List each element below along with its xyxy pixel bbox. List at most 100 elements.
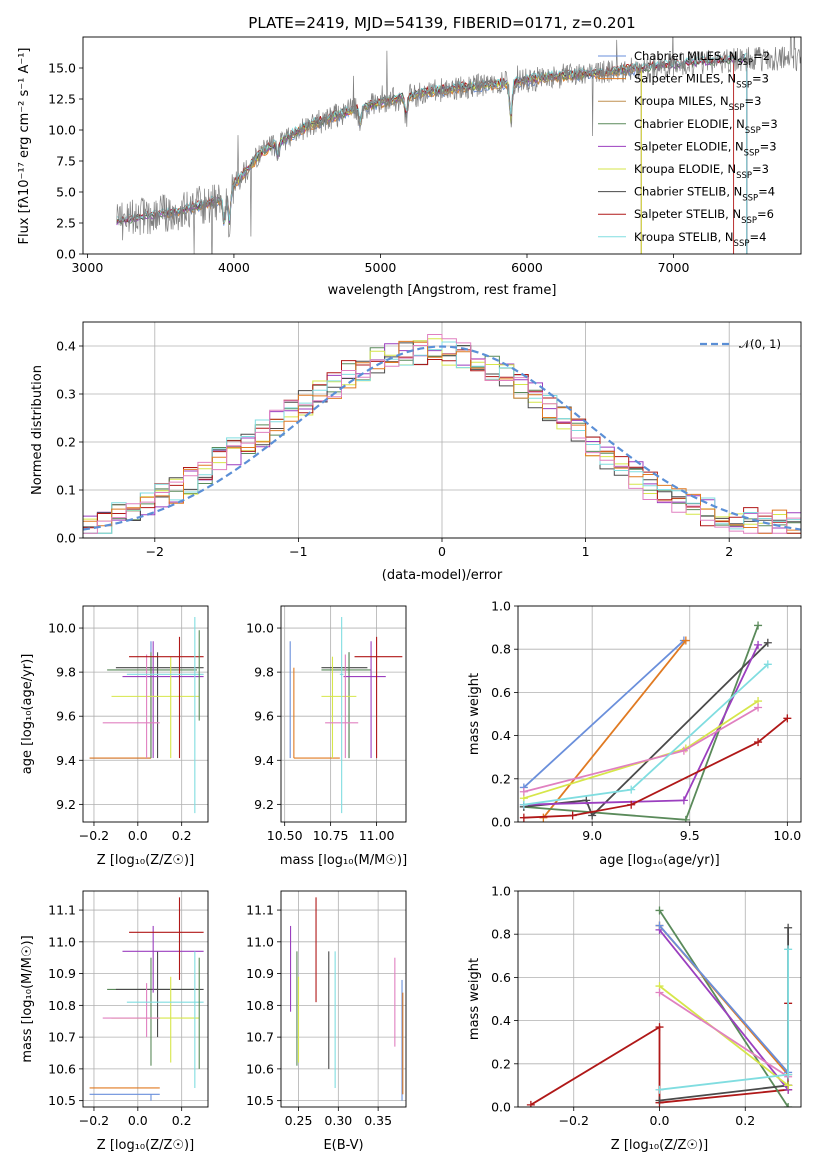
plot-area-age_vs_Z bbox=[89, 617, 204, 814]
y-tick-label: 11.1 bbox=[246, 903, 274, 918]
legend-label: Kroupa ELODIE, NSSP=3 bbox=[634, 162, 769, 181]
x-axis-label: E(B-V) bbox=[323, 1138, 363, 1153]
legend-label: Salpeter ELODIE, NSSP=3 bbox=[634, 139, 777, 158]
y-tick-label: 0.3 bbox=[56, 387, 76, 402]
x-axis-label: Z [log₁₀(Z/Z☉)] bbox=[611, 1138, 708, 1153]
y-tick-label: 10.7 bbox=[246, 1030, 274, 1045]
x-tick-label: 0.2 bbox=[172, 828, 192, 843]
y-tick-label: 1.0 bbox=[491, 599, 511, 614]
x-tick-label: 0.0 bbox=[650, 1113, 670, 1128]
y-tick-label: 0.0 bbox=[56, 531, 76, 546]
y-tick-label: 2.5 bbox=[56, 216, 76, 231]
legend-label: 𝒩(0, 1) bbox=[739, 337, 781, 351]
y-tick-label: 10.8 bbox=[48, 998, 76, 1013]
weight-marker bbox=[679, 796, 688, 805]
plot-area-weight_vs_age bbox=[519, 621, 792, 822]
x-tick-label: 0.0 bbox=[128, 1113, 148, 1128]
x-tick-label: 0 bbox=[438, 544, 446, 559]
y-tick-label: 10.7 bbox=[48, 1030, 76, 1045]
x-tick-label: −0.2 bbox=[79, 828, 109, 843]
y-tick-label: 11.1 bbox=[48, 903, 76, 918]
x-tick-label: −0.2 bbox=[79, 1113, 109, 1128]
x-tick-label: 10.50 bbox=[267, 828, 303, 843]
legend-label: Salpeter MILES, NSSP=3 bbox=[634, 72, 769, 91]
axes-frame bbox=[280, 890, 407, 1108]
y-tick-label: 0.4 bbox=[491, 728, 511, 743]
weight-marker bbox=[681, 815, 690, 822]
x-tick-label: 5000 bbox=[365, 260, 397, 275]
weight-marker bbox=[655, 921, 664, 930]
axes-frame bbox=[517, 605, 802, 823]
plot-area-age_vs_mass bbox=[289, 617, 403, 814]
histogram-step bbox=[83, 334, 801, 534]
x-tick-label: 0.25 bbox=[285, 1113, 313, 1128]
plot-area-mass_vs_EBV bbox=[290, 897, 404, 1101]
weight-marker bbox=[679, 746, 688, 755]
y-tick-label: 9.6 bbox=[56, 709, 76, 724]
x-axis-label: mass [log₁₀(M/M☉)] bbox=[280, 853, 407, 868]
y-tick-label: 0.8 bbox=[491, 642, 511, 657]
axes-frame bbox=[280, 605, 407, 823]
x-tick-label: −2 bbox=[146, 544, 164, 559]
weight-marker bbox=[754, 738, 763, 747]
x-tick-label: 1 bbox=[582, 544, 590, 559]
y-tick-label: 10.9 bbox=[48, 966, 76, 981]
axes-frame bbox=[517, 890, 802, 1108]
plot-area-weight_vs_Z bbox=[526, 906, 793, 1107]
axes-frame bbox=[82, 36, 802, 255]
x-tick-label: 0.0 bbox=[128, 828, 148, 843]
weight-line bbox=[523, 639, 685, 789]
weight-marker bbox=[655, 1096, 664, 1105]
x-tick-label: 11.00 bbox=[359, 828, 395, 843]
y-tick-label: 10.0 bbox=[48, 123, 76, 138]
weight-marker bbox=[754, 703, 763, 712]
y-axis-label: mass weight bbox=[467, 673, 482, 755]
legend-label: Kroupa MILES, NSSP=3 bbox=[634, 94, 761, 113]
x-tick-label: 0.2 bbox=[735, 1113, 755, 1128]
x-tick-label: 6000 bbox=[511, 260, 543, 275]
y-tick-label: 9.8 bbox=[56, 665, 76, 680]
weight-marker bbox=[588, 811, 597, 820]
weight-marker bbox=[754, 640, 763, 649]
legend-label: Salpeter STELIB, NSSP=6 bbox=[634, 207, 774, 226]
weight-marker bbox=[519, 787, 528, 796]
weight-line bbox=[523, 642, 769, 818]
y-tick-label: 9.8 bbox=[254, 665, 274, 680]
y-tick-label: 9.4 bbox=[56, 753, 76, 768]
y-tick-label: 0.6 bbox=[491, 970, 511, 985]
weight-marker bbox=[655, 1023, 664, 1032]
y-axis-label: Flux [fλ10⁻¹⁷ erg cm⁻² s⁻¹ A⁻¹] bbox=[17, 48, 32, 245]
x-axis-label: wavelength [Angstrom, rest frame] bbox=[328, 283, 557, 298]
weight-marker bbox=[627, 785, 636, 794]
x-axis-label: Z [log₁₀(Z/Z☉)] bbox=[97, 853, 194, 868]
y-axis-label: Normed distribution bbox=[30, 365, 45, 495]
plot-area-mass_vs_Z bbox=[89, 897, 204, 1101]
weight-marker bbox=[526, 1100, 535, 1107]
weight-marker bbox=[784, 1070, 793, 1079]
y-tick-label: 9.4 bbox=[254, 753, 274, 768]
weight-marker bbox=[784, 923, 793, 932]
x-tick-label: 9.5 bbox=[680, 828, 700, 843]
observed-spectrum-line bbox=[116, 37, 801, 254]
weight-marker bbox=[568, 811, 577, 820]
y-tick-label: 10.9 bbox=[246, 966, 274, 981]
weight-marker bbox=[784, 1103, 793, 1107]
x-tick-label: 7000 bbox=[658, 260, 690, 275]
weight-marker bbox=[784, 1081, 793, 1090]
y-tick-label: 0.0 bbox=[491, 1100, 511, 1115]
y-tick-label: 12.5 bbox=[48, 92, 76, 107]
x-tick-label: 10.0 bbox=[773, 828, 801, 843]
axes-frame bbox=[82, 605, 209, 823]
x-axis-label: (data-model)/error bbox=[382, 568, 503, 583]
x-tick-label: 4000 bbox=[218, 260, 250, 275]
weight-line bbox=[658, 929, 789, 1091]
y-tick-label: 0.2 bbox=[491, 771, 511, 786]
x-tick-label: −1 bbox=[289, 544, 307, 559]
y-tick-label: 0.4 bbox=[56, 339, 76, 354]
weight-marker bbox=[784, 945, 793, 954]
x-tick-label: 10.75 bbox=[313, 828, 349, 843]
x-tick-label: 3000 bbox=[71, 260, 103, 275]
y-tick-label: 0.0 bbox=[491, 815, 511, 830]
y-axis-label: age [log₁₀(age/yr)] bbox=[20, 654, 35, 775]
weight-marker bbox=[655, 1085, 664, 1094]
